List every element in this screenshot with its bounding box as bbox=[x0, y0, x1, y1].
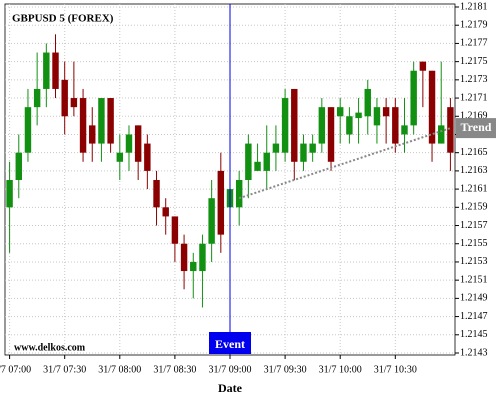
candle-body bbox=[33, 88, 41, 108]
y-tick-label: 1.2171 bbox=[460, 92, 488, 103]
candle-body bbox=[52, 52, 59, 89]
candle-body bbox=[43, 52, 50, 89]
candle-body bbox=[180, 243, 188, 272]
candle-body bbox=[355, 112, 362, 119]
candle-body bbox=[208, 198, 215, 244]
event-label-box bbox=[209, 332, 251, 354]
chart-title: GBPUSD 5 (FOREX) bbox=[12, 13, 114, 25]
candle-body bbox=[438, 125, 445, 144]
candle-body bbox=[401, 125, 408, 135]
x-tick-label: 31/7 10:00 bbox=[319, 364, 362, 375]
candle-body bbox=[199, 243, 206, 272]
candle-body bbox=[153, 180, 160, 208]
candle-body bbox=[428, 70, 436, 144]
trend-label-box bbox=[456, 118, 496, 139]
y-tick-label: 1.2165 bbox=[460, 147, 488, 158]
y-tick-label: 1.2157 bbox=[460, 220, 488, 231]
candle-body bbox=[318, 107, 326, 144]
candle-body bbox=[346, 116, 353, 135]
x-tick-label: 31/7 10:30 bbox=[374, 364, 417, 375]
candle-body bbox=[6, 180, 13, 208]
candle-body bbox=[116, 152, 124, 162]
candle-body bbox=[107, 98, 114, 144]
y-tick-label: 1.2179 bbox=[460, 20, 488, 31]
candle-body bbox=[190, 261, 197, 272]
candle-body bbox=[134, 125, 142, 162]
x-tick-label: 31/7 09:00 bbox=[208, 364, 251, 375]
y-tick-label: 1.2145 bbox=[460, 329, 488, 340]
x-tick-label: 31/7 08:30 bbox=[153, 364, 196, 375]
candle-body bbox=[89, 125, 96, 144]
candle-body bbox=[162, 207, 169, 217]
x-tick-label: 31/7 08:00 bbox=[98, 364, 141, 375]
y-tick-label: 1.2175 bbox=[460, 56, 488, 67]
x-tick-label: 31/7 07:30 bbox=[43, 364, 86, 375]
candle-body bbox=[125, 134, 133, 153]
plot-layer: 1.2143 1.2145 1.2147 1.2149 1.2151 1.2153 1.21… bbox=[0, 1, 488, 375]
candle-body bbox=[364, 88, 371, 117]
y-tick-label: 1.2143 bbox=[460, 347, 488, 358]
candle-body bbox=[61, 79, 68, 117]
y-tick-label: 1.2153 bbox=[460, 256, 488, 267]
candle-body bbox=[235, 180, 243, 208]
candle-body bbox=[245, 143, 252, 180]
candle-body bbox=[144, 143, 151, 171]
trend-label: Trend bbox=[461, 120, 492, 134]
candle-body bbox=[217, 170, 225, 235]
candle-body bbox=[263, 152, 270, 171]
candle-body bbox=[336, 107, 344, 117]
candle-body bbox=[281, 98, 289, 153]
x-axis-label: Date bbox=[218, 381, 243, 395]
candle-body bbox=[171, 216, 179, 244]
candle-body bbox=[291, 88, 298, 162]
candle-body bbox=[382, 107, 390, 117]
candle-body bbox=[98, 98, 105, 144]
candle-body bbox=[300, 143, 307, 162]
x-tick-label: 31/7 07:00 bbox=[0, 364, 31, 375]
candle-body bbox=[419, 61, 427, 71]
y-tick-label: 1.2149 bbox=[460, 293, 488, 304]
y-tick-label: 1.2155 bbox=[460, 238, 488, 249]
y-tick-label: 1.2169 bbox=[460, 111, 488, 122]
y-tick-label: 1.2151 bbox=[460, 274, 488, 285]
candle-body bbox=[70, 98, 78, 108]
candle-body bbox=[15, 152, 22, 180]
candle-body bbox=[373, 107, 381, 126]
candle-body bbox=[309, 143, 316, 153]
candle-body bbox=[327, 107, 335, 162]
candle-body bbox=[410, 70, 417, 126]
y-tick-label: 1.2173 bbox=[460, 74, 488, 85]
watermark: www.delkos.com bbox=[14, 342, 86, 353]
y-tick-label: 1.2181 bbox=[460, 1, 488, 12]
trend-line bbox=[238, 127, 451, 200]
y-tick-label: 1.2161 bbox=[460, 183, 488, 194]
candle-body bbox=[24, 107, 32, 153]
y-tick-label: 1.2177 bbox=[460, 38, 488, 49]
y-tick-label: 1.2163 bbox=[460, 165, 488, 176]
event-label: Event bbox=[215, 337, 245, 351]
x-tick-label: 31/7 09:30 bbox=[264, 364, 307, 375]
y-tick-label: 1.2159 bbox=[460, 202, 488, 213]
candle-body bbox=[79, 98, 87, 153]
candle-body bbox=[392, 107, 399, 144]
y-tick-label: 1.2147 bbox=[460, 311, 488, 322]
candle-body bbox=[254, 161, 261, 171]
candle-body bbox=[272, 143, 280, 153]
candle-body bbox=[447, 107, 454, 153]
